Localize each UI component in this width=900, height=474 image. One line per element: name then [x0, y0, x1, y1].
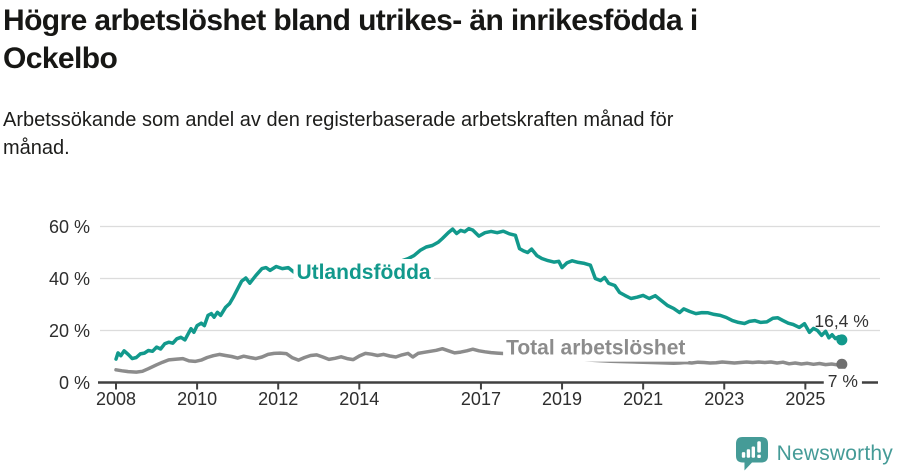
x-tick-label: 2023 [704, 389, 744, 409]
x-tick-label: 2010 [177, 389, 217, 409]
y-tick-label: 0 % [59, 373, 90, 393]
y-tick-label: 40 % [49, 269, 90, 289]
end-dot-total [836, 358, 848, 370]
x-tick-label: 2025 [785, 389, 825, 409]
x-tick-label: 2019 [542, 389, 582, 409]
series-line-total [114, 346, 844, 374]
y-tick-label: 20 % [49, 321, 90, 341]
chart-title: Högre arbetslöshet bland utrikes- än inr… [3, 4, 698, 75]
chart-subtitle: Arbetssökande som andel av den registerb… [3, 109, 674, 159]
x-tick-label: 2014 [339, 389, 379, 409]
series-label-total: Total arbetslöshet [506, 337, 685, 360]
y-tick-label: 60 % [49, 217, 90, 237]
series-label-mask [503, 334, 689, 362]
end-value-label-utlandsfodda: 16,4 % [814, 311, 868, 331]
newsworthy-logo-icon [735, 437, 768, 471]
end-dot-utlandsfodda [836, 334, 848, 346]
line-chart: 0 % 20 % 40 % 60 % 2008 2010 2012 2014 2017 2019 2… [49, 217, 880, 409]
newsworthy-brand: Newsworthy [735, 437, 893, 471]
newsworthy-logo-text: Newsworthy [776, 442, 893, 465]
x-tick-label: 2017 [461, 389, 501, 409]
series-label-mask [293, 259, 434, 286]
end-value-label-mask [823, 368, 862, 393]
series-label-utlandsfodda: Utlandsfödda [296, 261, 430, 284]
x-tick-label: 2021 [623, 389, 663, 409]
series-line-utlandsfodda [114, 226, 844, 361]
end-value-label-total: 7 % [828, 371, 858, 391]
x-tick-label: 2012 [258, 389, 298, 409]
x-tick-label: 2008 [96, 389, 136, 409]
